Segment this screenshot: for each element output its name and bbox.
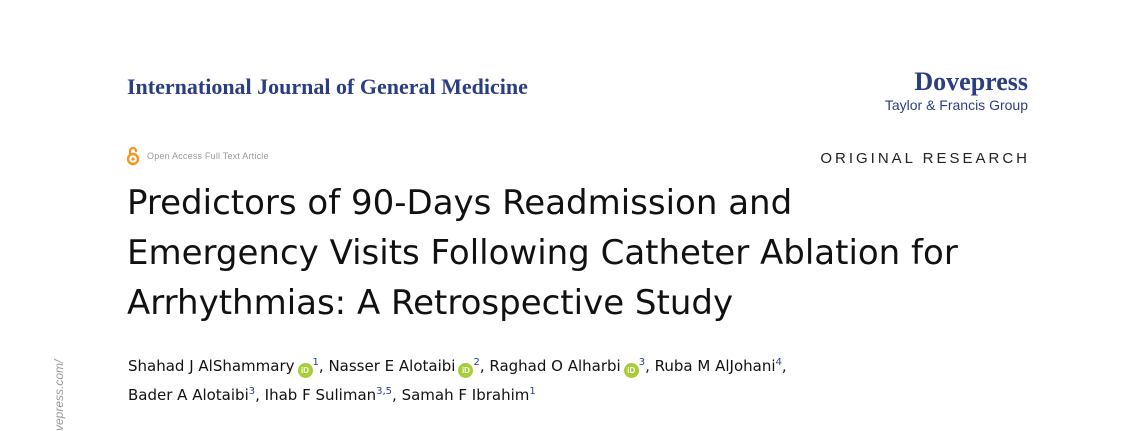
author-name[interactable]: Shahad J AlShammary — [128, 357, 295, 375]
article-type: ORIGINAL RESEARCH — [820, 150, 1030, 167]
open-access-badge: Open Access Full Text Article — [125, 146, 269, 166]
author-affiliation[interactable]: 4 — [775, 357, 782, 368]
author-list: Shahad J AlShammary iD1, Nasser E Alotaib… — [128, 350, 1028, 408]
journal-title: International Journal of General Medicin… — [127, 74, 528, 99]
author-affiliation[interactable]: 3,5 — [376, 386, 393, 397]
open-access-icon — [126, 146, 140, 166]
orcid-icon[interactable]: iD — [297, 363, 313, 378]
orcid-icon[interactable]: iD — [623, 363, 639, 378]
orcid-icon[interactable]: iD — [458, 363, 474, 378]
author-name[interactable]: Raghad O Alharbi — [489, 357, 621, 375]
publisher-name: Dovepress — [914, 67, 1028, 96]
author-affiliation[interactable]: 3 — [248, 386, 256, 397]
author-affiliation[interactable]: 1 — [312, 357, 319, 368]
author-name[interactable]: Bader A Alotaibi — [128, 386, 249, 404]
author-affiliation[interactable]: 1 — [529, 386, 536, 397]
title-line: Arrhythmias: A Retrospective Study — [127, 283, 734, 323]
open-access-label: Open Access Full Text Article — [147, 151, 269, 161]
side-url-text: vepress.com/ — [52, 359, 66, 431]
author-affiliation[interactable]: 3 — [638, 357, 646, 368]
article-title: Predictors of 90-Days Readmission and Em… — [127, 178, 1047, 328]
author-name[interactable]: Ihab F Suliman — [264, 386, 377, 404]
title-line: Predictors of 90-Days Readmission and — [127, 183, 793, 223]
author-name[interactable]: Nasser E Alotaibi — [328, 357, 456, 375]
publisher-logo[interactable]: Dovepress Taylor & Francis Group — [885, 68, 1028, 114]
publisher-group: Taylor & Francis Group — [884, 97, 1028, 113]
author-name[interactable]: Ruba M AlJohani — [654, 357, 776, 375]
author-line: Bader A Alotaibi3, Ihab F Suliman3,5, Sa… — [128, 386, 536, 404]
author-name[interactable]: Samah F Ibrahim — [401, 386, 530, 404]
author-affiliation[interactable]: 2 — [473, 357, 480, 368]
title-line: Emergency Visits Following Catheter Abla… — [127, 233, 958, 273]
author-line: Shahad J AlShammary iD1, Nasser E Alotaib… — [128, 350, 1028, 379]
